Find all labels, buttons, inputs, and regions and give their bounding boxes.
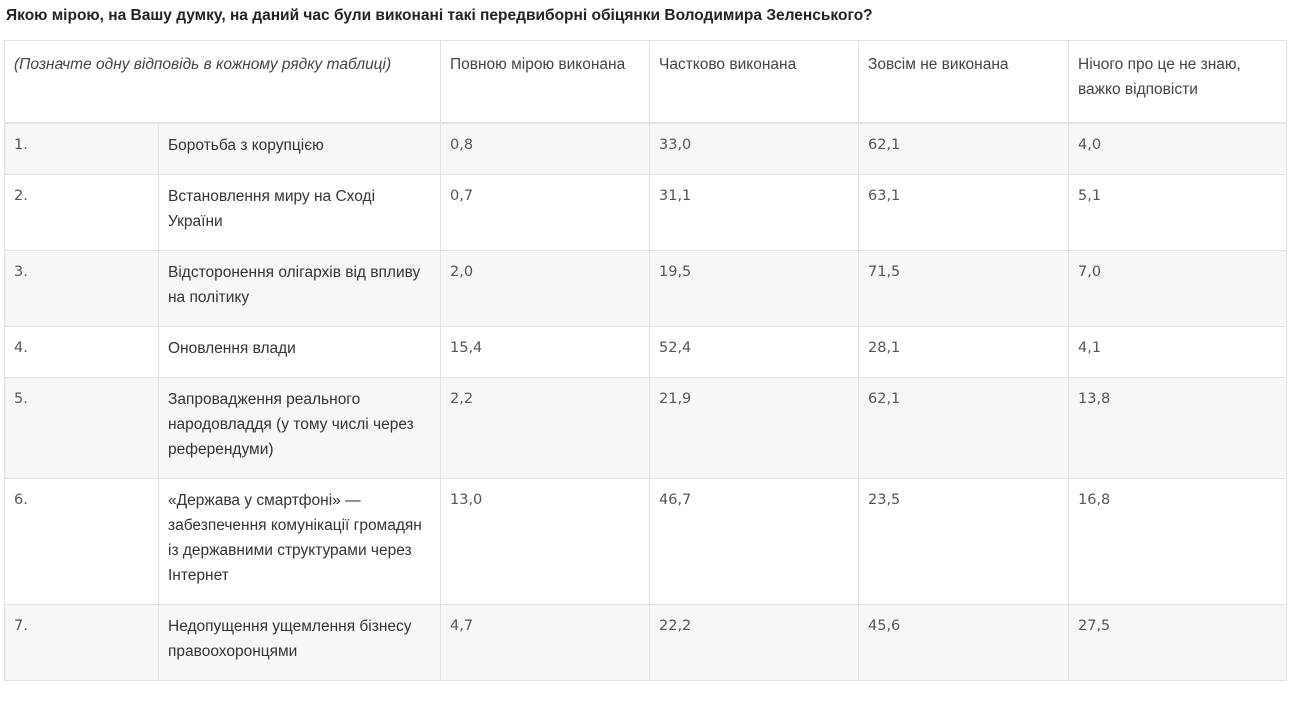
value-fully: 2,0	[440, 250, 650, 327]
promise-label: Відсторонення олігархів від впливу на по…	[158, 250, 441, 327]
row-number: 1.	[4, 122, 159, 175]
value-partially: 52,4	[649, 326, 859, 378]
table-row: 6. «Держава у смартфоні» — забезпечення к…	[4, 478, 1287, 605]
promise-label: «Держава у смартфоні» — забезпечення ком…	[158, 478, 441, 605]
table-row: 2. Встановлення миру на Сході України 0,7 3…	[4, 174, 1287, 251]
value-fully: 15,4	[440, 326, 650, 378]
value-not-at-all: 63,1	[858, 174, 1069, 251]
value-not-at-all: 62,1	[858, 377, 1069, 479]
promise-label: Оновлення влади	[158, 326, 441, 378]
promise-label: Встановлення миру на Сході України	[158, 174, 441, 251]
value-not-at-all: 71,5	[858, 250, 1069, 327]
row-number: 5.	[4, 377, 159, 479]
value-not-at-all: 62,1	[858, 122, 1069, 175]
column-header-not-at-all: Зовсім не виконана	[858, 40, 1069, 124]
value-dont-know: 4,0	[1068, 122, 1287, 175]
value-not-at-all: 23,5	[858, 478, 1069, 605]
value-partially: 33,0	[649, 122, 859, 175]
promise-label: Боротьба з корупцією	[158, 122, 441, 175]
table-header-row: (Позначте одну відповідь в кожному рядку…	[4, 40, 1287, 124]
value-dont-know: 13,8	[1068, 377, 1287, 479]
row-number: 2.	[4, 174, 159, 251]
survey-table: (Позначте одну відповідь в кожному рядку…	[4, 40, 1287, 681]
value-fully: 0,8	[440, 122, 650, 175]
promise-label: Запровадження реального народовладдя (у …	[158, 377, 441, 479]
column-header-dont-know: Нічого про це не знаю, важко відповісти	[1068, 40, 1287, 124]
row-number: 6.	[4, 478, 159, 605]
table-row: 5. Запровадження реального народовладдя (…	[4, 377, 1287, 479]
value-fully: 13,0	[440, 478, 650, 605]
page-title: Якою мірою, на Вашу думку, на даний час …	[6, 7, 873, 24]
column-header-partially: Частково виконана	[649, 40, 859, 124]
table-row: 7. Недопущення ущемлення бізнесу правоохо…	[4, 604, 1287, 681]
value-not-at-all: 45,6	[858, 604, 1069, 681]
value-dont-know: 27,5	[1068, 604, 1287, 681]
value-partially: 22,2	[649, 604, 859, 681]
value-dont-know: 7,0	[1068, 250, 1287, 327]
row-number: 7.	[4, 604, 159, 681]
value-partially: 31,1	[649, 174, 859, 251]
value-fully: 0,7	[440, 174, 650, 251]
value-dont-know: 16,8	[1068, 478, 1287, 605]
value-partially: 21,9	[649, 377, 859, 479]
instruction-header: (Позначте одну відповідь в кожному рядку…	[4, 40, 441, 124]
value-not-at-all: 28,1	[858, 326, 1069, 378]
table-row: 1. Боротьба з корупцією 0,8 33,0 62,1 4,0	[4, 122, 1287, 175]
value-partially: 19,5	[649, 250, 859, 327]
value-partially: 46,7	[649, 478, 859, 605]
column-header-fully: Повною мірою виконана	[440, 40, 650, 124]
value-fully: 4,7	[440, 604, 650, 681]
row-number: 4.	[4, 326, 159, 378]
table-row: 3. Відсторонення олігархів від впливу на …	[4, 250, 1287, 327]
value-fully: 2,2	[440, 377, 650, 479]
table-row: 4. Оновлення влади 15,4 52,4 28,1 4,1	[4, 326, 1287, 378]
promise-label: Недопущення ущемлення бізнесу правоохоро…	[158, 604, 441, 681]
value-dont-know: 4,1	[1068, 326, 1287, 378]
row-number: 3.	[4, 250, 159, 327]
value-dont-know: 5,1	[1068, 174, 1287, 251]
